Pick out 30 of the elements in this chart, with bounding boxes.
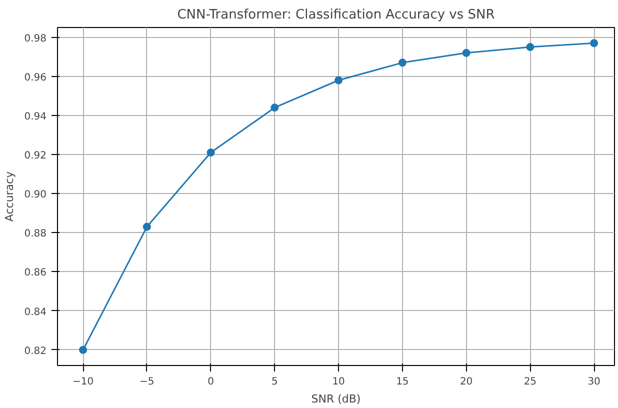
y-tick-label: 0.96 bbox=[24, 72, 46, 84]
y-tick-label: 0.94 bbox=[24, 111, 46, 122]
x-tick-label: 10 bbox=[332, 376, 345, 388]
point bbox=[206, 148, 215, 157]
y-tick-label: 0.82 bbox=[24, 346, 46, 357]
x-tick-label: 15 bbox=[396, 376, 409, 388]
point bbox=[590, 39, 598, 48]
x-tick-label: 0 bbox=[208, 376, 214, 388]
point bbox=[334, 76, 343, 84]
x-tick-label: −5 bbox=[140, 376, 154, 388]
x-tick-label: 20 bbox=[460, 376, 473, 388]
chart-title: CNN-Transformer: Classification Accuracy vs SNR bbox=[177, 8, 495, 22]
x-tick-label: −10 bbox=[72, 376, 94, 388]
x-axis-title: SNR (dB) bbox=[311, 392, 361, 406]
y-tick-label: 0.92 bbox=[24, 150, 46, 162]
y-tick-label: 0.98 bbox=[24, 33, 46, 44]
y-tick-label: 0.88 bbox=[24, 228, 46, 240]
y-tick-label: 0.86 bbox=[24, 268, 46, 279]
point bbox=[398, 58, 406, 67]
point bbox=[142, 222, 151, 231]
y-tick-label: 0.90 bbox=[24, 190, 46, 201]
point bbox=[462, 48, 470, 57]
x-tick-label: 25 bbox=[524, 376, 537, 388]
y-tick-label: 0.84 bbox=[24, 306, 46, 318]
x-tick-label: 5 bbox=[272, 376, 278, 388]
point bbox=[526, 43, 534, 52]
point bbox=[79, 346, 88, 354]
x-tick-label: 30 bbox=[588, 376, 600, 388]
point bbox=[270, 104, 279, 112]
y-axis-title: Accuracy bbox=[3, 170, 16, 222]
